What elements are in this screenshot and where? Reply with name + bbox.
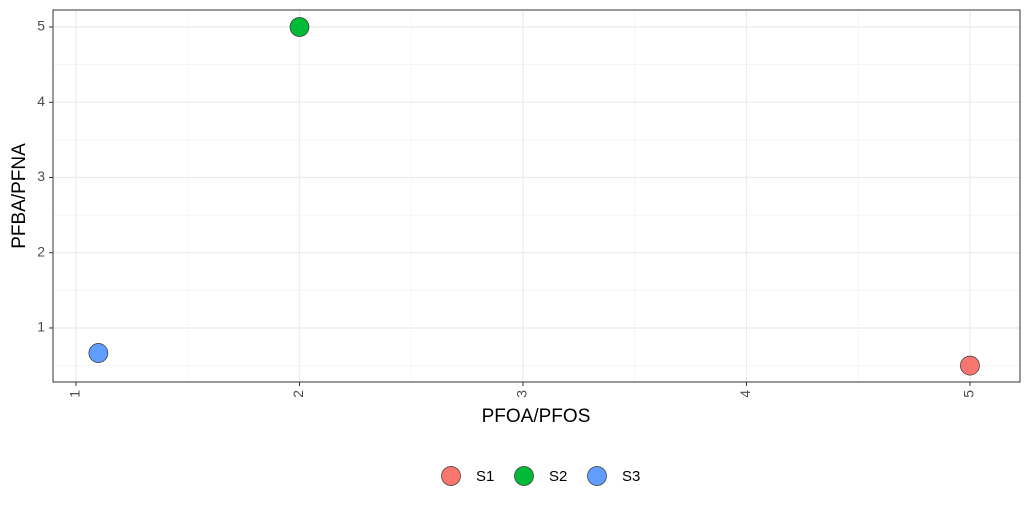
y-tick-label: 1 bbox=[37, 319, 45, 335]
y-tick-label: 5 bbox=[37, 18, 45, 34]
legend-swatch bbox=[441, 466, 461, 486]
x-tick-label: 2 bbox=[290, 390, 306, 398]
point bbox=[88, 343, 109, 363]
legend-label: S2 bbox=[549, 468, 567, 485]
point bbox=[289, 17, 310, 37]
legend-swatch bbox=[514, 466, 534, 486]
point bbox=[960, 355, 980, 376]
legend: S1 S2 S3 bbox=[441, 466, 640, 486]
x-tick-label: 5 bbox=[961, 390, 977, 398]
x-tick-label: 4 bbox=[737, 390, 753, 398]
y-tick-label: 2 bbox=[37, 243, 45, 259]
y-axis-title: PFBA/PFNA bbox=[9, 143, 30, 249]
legend-swatch bbox=[587, 466, 607, 486]
legend-label: S1 bbox=[476, 468, 494, 485]
legend-label: S3 bbox=[622, 468, 640, 485]
y-tick-label: 4 bbox=[37, 93, 45, 109]
y-tick-label: 3 bbox=[37, 168, 45, 184]
x-tick-label: 1 bbox=[67, 390, 83, 398]
panel-border bbox=[52, 9, 1021, 383]
x-axis-title: PFOA/PFOS bbox=[482, 406, 591, 427]
x-tick-label: 3 bbox=[514, 390, 530, 398]
